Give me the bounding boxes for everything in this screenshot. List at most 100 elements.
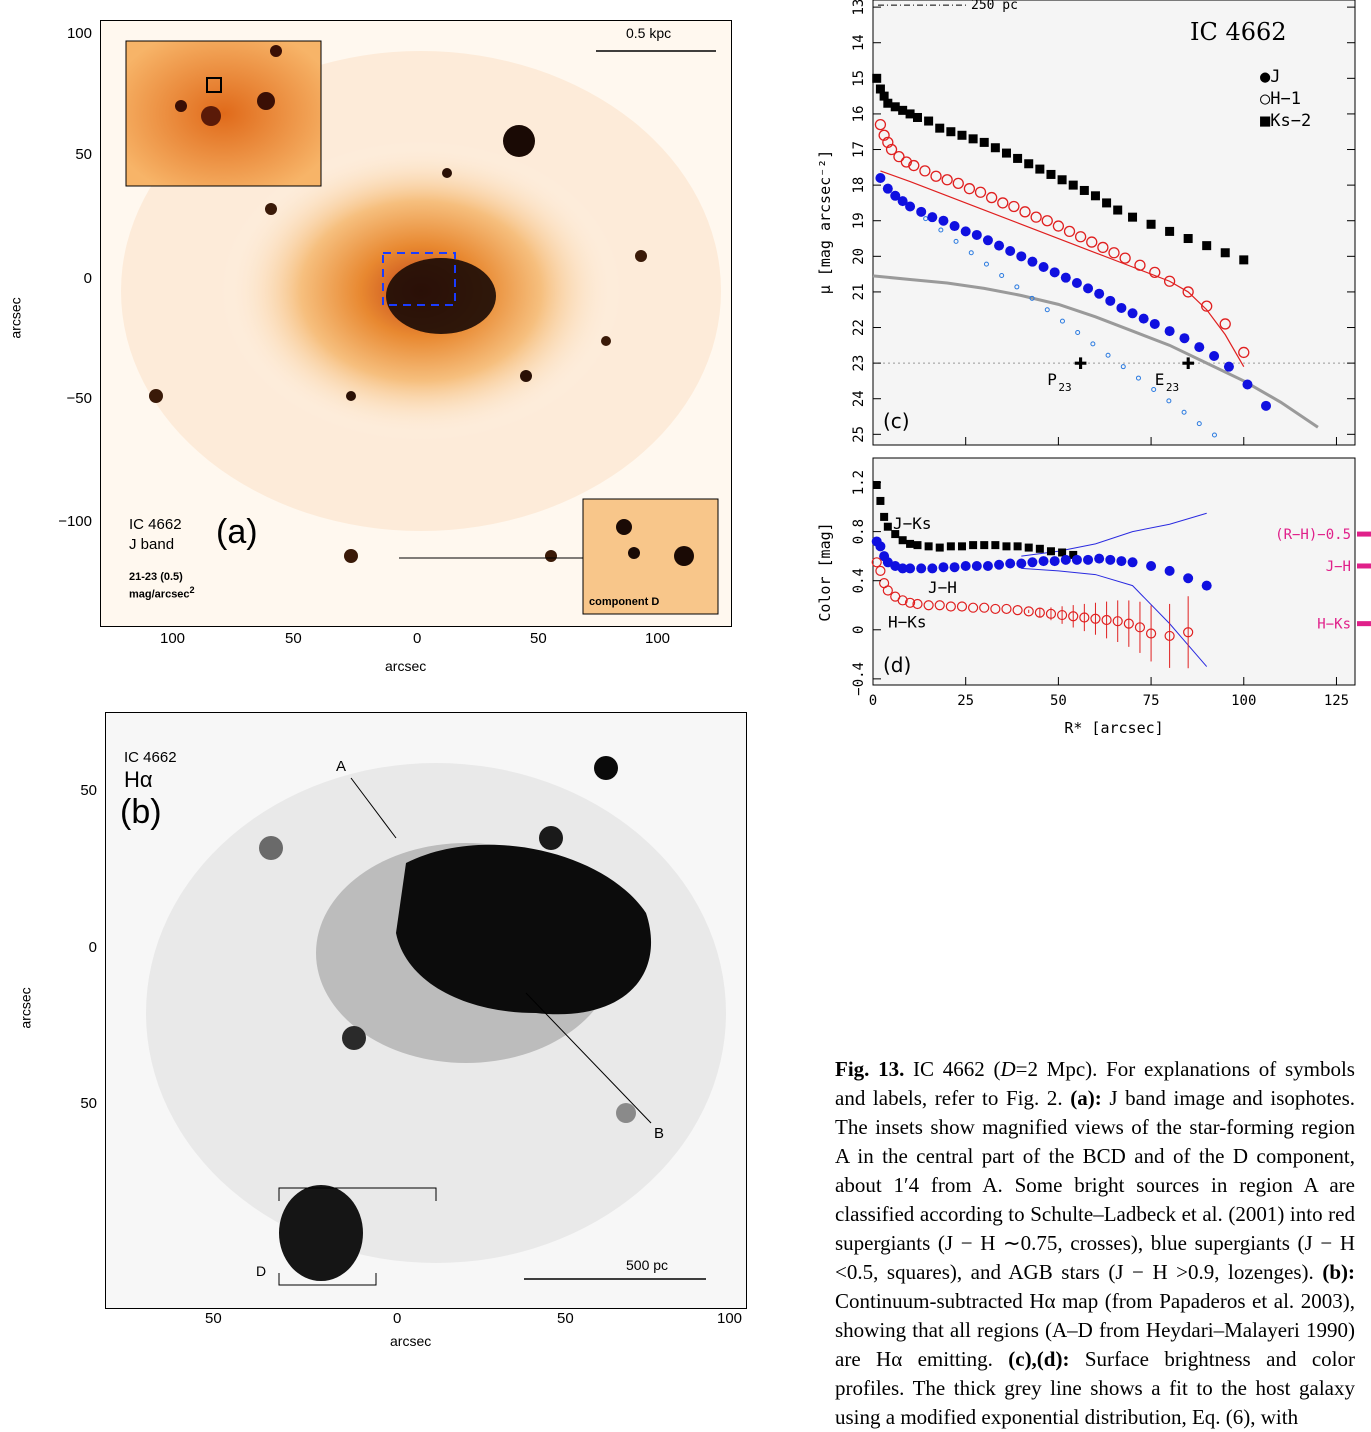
panel-c-ytick-label: 15 xyxy=(851,70,867,87)
panel-a: 0.5 kpc IC 4662 J band (a) 21-23 (0.5) m… xyxy=(100,20,732,627)
panel-c-point-ks xyxy=(935,123,945,133)
figure-caption: Fig. 13. IC 4662 (D=2 Mpc). For explanat… xyxy=(835,1055,1355,1432)
panel-a-scale-label: 0.5 kpc xyxy=(626,25,672,41)
panel-c-point-j xyxy=(1060,272,1071,283)
panel-c-point-ks xyxy=(1220,248,1230,258)
caption-text-2: =2 Mpc). For explanations of symbols and… xyxy=(835,1057,1355,1110)
panel-c-point-j xyxy=(1094,288,1105,299)
panel-d-point-jh xyxy=(897,563,908,574)
panel-c-point-ks xyxy=(957,130,967,140)
panel-d-point-jks xyxy=(1013,542,1022,551)
panel-c-object: IC 4662 xyxy=(1190,18,1287,46)
panel-c-point-h xyxy=(952,177,964,189)
panel-d-ylabel: Color [mag] xyxy=(816,522,834,621)
panel-c-burst-point xyxy=(1044,307,1050,313)
panel-d-curve-label: J−Ks xyxy=(893,514,932,533)
panel-c-point-ks xyxy=(1090,191,1100,201)
panel-b-scale-label: 500 pc xyxy=(626,1257,669,1273)
panel-b-object: IC 4662 xyxy=(124,749,177,766)
panel-c-point-j xyxy=(1027,256,1038,267)
panel-c-point-h xyxy=(1134,259,1146,271)
panel-d-point-hks xyxy=(1012,605,1023,616)
panel-c-point-h xyxy=(1041,215,1053,227)
panel-c-point-j xyxy=(1049,267,1060,278)
panel-c-point-ks xyxy=(875,84,885,94)
panel-c-burst-point xyxy=(1105,352,1111,358)
profile-charts: 250 pc IC 4662 ●J○H−1■Ks−2 (c) 13 14 15 16 17 18 1… xyxy=(816,0,1371,737)
panel-a-label: (a) xyxy=(216,513,258,551)
panel-c-point-h xyxy=(985,191,998,204)
panel-d-xtick-label: 25 xyxy=(957,693,974,709)
panel-c-legend-item: ●J xyxy=(1260,67,1280,87)
panel-c-burst-point xyxy=(1135,375,1141,381)
panel-d-point-jh xyxy=(994,559,1005,570)
component-d-inset xyxy=(582,498,719,615)
panel-a-ytick: −50 xyxy=(66,390,92,407)
panel-c-point-h xyxy=(1219,318,1231,330)
panel-c-point-j xyxy=(1164,326,1175,337)
panel-c-point-j xyxy=(1116,302,1127,313)
panel-c-point-j xyxy=(1209,351,1220,361)
panel-d-point-jh xyxy=(1094,553,1105,564)
panel-b: IC 4662 Hα (b) A B D 500 pc xyxy=(105,712,747,1309)
panel-b-xtick: 0 xyxy=(393,1310,402,1327)
panel-c-point-h xyxy=(900,156,913,168)
panel-b-ylabel: arcsec xyxy=(17,987,34,1029)
panel-d-point-jks xyxy=(898,536,907,545)
panel-c-point-ks xyxy=(968,134,978,144)
panel-c-point-j xyxy=(982,235,993,246)
panel-d-point-jks xyxy=(946,542,955,551)
panel-c-scale-label: 250 pc xyxy=(971,0,1018,13)
panel-d-point-jks xyxy=(1046,547,1055,556)
panel-c-point-h xyxy=(1030,211,1042,223)
panel-b-label: (b) xyxy=(120,793,162,831)
panel-d-point-hks xyxy=(1034,607,1045,618)
panel-c-burst-point xyxy=(968,250,974,256)
panel-a-object: IC 4662 xyxy=(129,516,182,533)
panel-c-burst-point xyxy=(1029,295,1035,301)
panel-c-ytick-label: 19 xyxy=(851,212,867,229)
panel-a-xtick: 100 xyxy=(160,630,186,647)
panel-c-point-h xyxy=(941,174,953,186)
panel-c-model-line xyxy=(880,170,1245,367)
panel-d-point-jks xyxy=(935,543,944,552)
panel-d-xlabel: R* [arcsec] xyxy=(1064,719,1163,737)
panel-c-point-j xyxy=(897,196,908,207)
panel-a-ylabel: arcsec xyxy=(7,297,24,339)
panel-d-curve-label: H−Ks xyxy=(888,612,927,631)
panel-d-point-hks xyxy=(1123,618,1134,629)
panel-c-p23-marker: ✚ xyxy=(1074,356,1087,373)
panel-c-point-ks xyxy=(1024,159,1034,169)
panel-d-point-jh xyxy=(1005,558,1016,569)
panel-d-point-jks xyxy=(906,539,915,548)
panel-d-side-bar xyxy=(1357,531,1371,537)
panel-d-point-hks xyxy=(990,603,1001,615)
panel-c-point-h xyxy=(1074,231,1087,243)
panel-d-point-hks xyxy=(1101,614,1112,626)
panel-a-range-line1: 21-23 (0.5) xyxy=(129,571,183,583)
panel-d-ytick-label: −0.4 xyxy=(851,662,867,696)
panel-c-legend-item: ○H−1 xyxy=(1260,89,1301,109)
panel-c-burst-point xyxy=(953,238,959,244)
panel-c-point-h xyxy=(1086,236,1098,248)
panel-d-point-jh xyxy=(1038,556,1049,567)
panel-c-burst-point xyxy=(1090,341,1096,347)
panel-d-label: (d) xyxy=(883,653,911,677)
panel-d-point-jh xyxy=(982,560,993,571)
panel-c-point-ks xyxy=(1057,175,1067,185)
panel-c-point-ks xyxy=(1146,219,1156,229)
panel-d-point-hks xyxy=(945,601,956,612)
region-d-label: D xyxy=(256,1263,267,1279)
panel-d-point-hks xyxy=(1079,612,1090,623)
caption-b-tag: (b): xyxy=(1322,1260,1355,1284)
panel-b-y-axis: 50 0 50 xyxy=(55,712,105,1307)
panel-d-point-jh xyxy=(971,560,982,571)
panel-d-point-jks xyxy=(924,542,933,551)
panel-c-point-ks xyxy=(905,109,915,119)
panel-c-point-ks xyxy=(1165,226,1175,236)
panel-c-point-h xyxy=(1052,220,1065,232)
panel-a-range-sup: 2 xyxy=(189,585,195,595)
panel-c-point-h xyxy=(1182,286,1194,298)
panel-c-point-h xyxy=(1149,266,1161,278)
panel-d-point-jh xyxy=(875,541,886,552)
